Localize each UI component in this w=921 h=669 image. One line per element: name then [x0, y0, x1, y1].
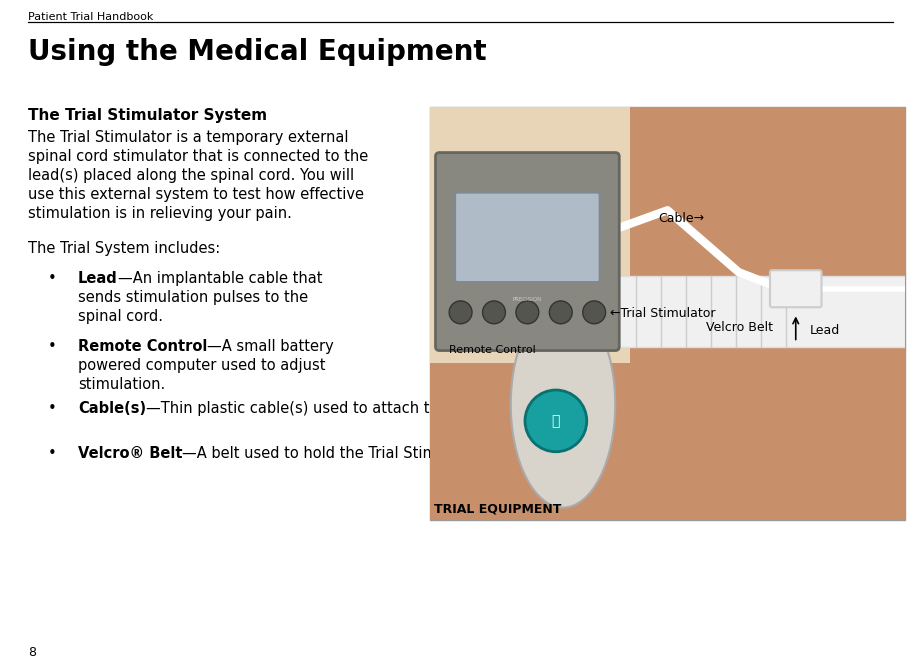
Text: PRECISION: PRECISION [537, 341, 575, 347]
Text: Remote Control: Remote Control [449, 345, 536, 355]
Text: sends stimulation pulses to the: sends stimulation pulses to the [78, 290, 309, 305]
Text: ←Trial Stimulator: ←Trial Stimulator [611, 307, 716, 320]
Text: 8: 8 [28, 646, 36, 659]
Circle shape [525, 390, 587, 452]
Circle shape [549, 301, 572, 324]
Bar [430, 107, 905, 520]
Text: stimulation.: stimulation. [78, 377, 165, 392]
FancyBboxPatch shape [770, 270, 822, 307]
Text: —A small battery: —A small battery [207, 339, 334, 354]
Text: Velcro® Belt: Velcro® Belt [78, 446, 182, 461]
FancyBboxPatch shape [512, 269, 613, 349]
Text: spinal cord.: spinal cord. [78, 309, 163, 324]
Text: ⏻: ⏻ [552, 414, 560, 428]
FancyBboxPatch shape [436, 153, 619, 351]
Text: •: • [48, 339, 57, 354]
Text: •: • [48, 401, 57, 416]
Bar [430, 107, 629, 363]
Text: TRIAL EQUIPMENT: TRIAL EQUIPMENT [434, 503, 562, 516]
Text: The Trial Stimulator is a temporary external: The Trial Stimulator is a temporary exte… [28, 130, 348, 145]
Text: Using the Medical Equipment: Using the Medical Equipment [28, 38, 486, 66]
Text: •: • [48, 271, 57, 286]
Circle shape [583, 301, 606, 324]
Text: Lead: Lead [810, 324, 840, 337]
Text: lead(s) placed along the spinal cord. You will: lead(s) placed along the spinal cord. Yo… [28, 168, 355, 183]
Text: PRECISION: PRECISION [513, 296, 542, 302]
Text: use this external system to test how effective: use this external system to test how eff… [28, 187, 364, 202]
FancyBboxPatch shape [455, 193, 600, 282]
Text: Cable(s): Cable(s) [78, 401, 146, 416]
Circle shape [483, 301, 506, 324]
Text: powered computer used to adjust: powered computer used to adjust [78, 358, 325, 373]
Bar [587, 280, 606, 301]
Text: The Trial Stimulator System: The Trial Stimulator System [28, 108, 267, 123]
Text: spinal cord stimulator that is connected to the: spinal cord stimulator that is connected… [28, 149, 368, 164]
Text: —An implantable cable that: —An implantable cable that [118, 271, 322, 286]
Text: —Thin plastic cable(s) used to attach the Trial Stimulator to the lead.: —Thin plastic cable(s) used to attach th… [146, 401, 653, 416]
Text: Lead: Lead [78, 271, 118, 286]
Text: •: • [48, 446, 57, 461]
Text: Cable→: Cable→ [658, 212, 705, 225]
Text: stimulation is in relieving your pain.: stimulation is in relieving your pain. [28, 206, 292, 221]
Ellipse shape [511, 301, 615, 508]
Text: The Trial System includes:: The Trial System includes: [28, 241, 220, 256]
Text: Patient Trial Handbook: Patient Trial Handbook [28, 12, 154, 22]
Text: —A belt used to hold the Trial Stimulator (optional).: —A belt used to hold the Trial Stimulato… [182, 446, 561, 461]
Circle shape [449, 301, 472, 324]
Text: Velcro Belt: Velcro Belt [705, 322, 773, 334]
Bar [573, 276, 905, 347]
Circle shape [516, 301, 539, 324]
Text: Remote Control: Remote Control [78, 339, 207, 354]
